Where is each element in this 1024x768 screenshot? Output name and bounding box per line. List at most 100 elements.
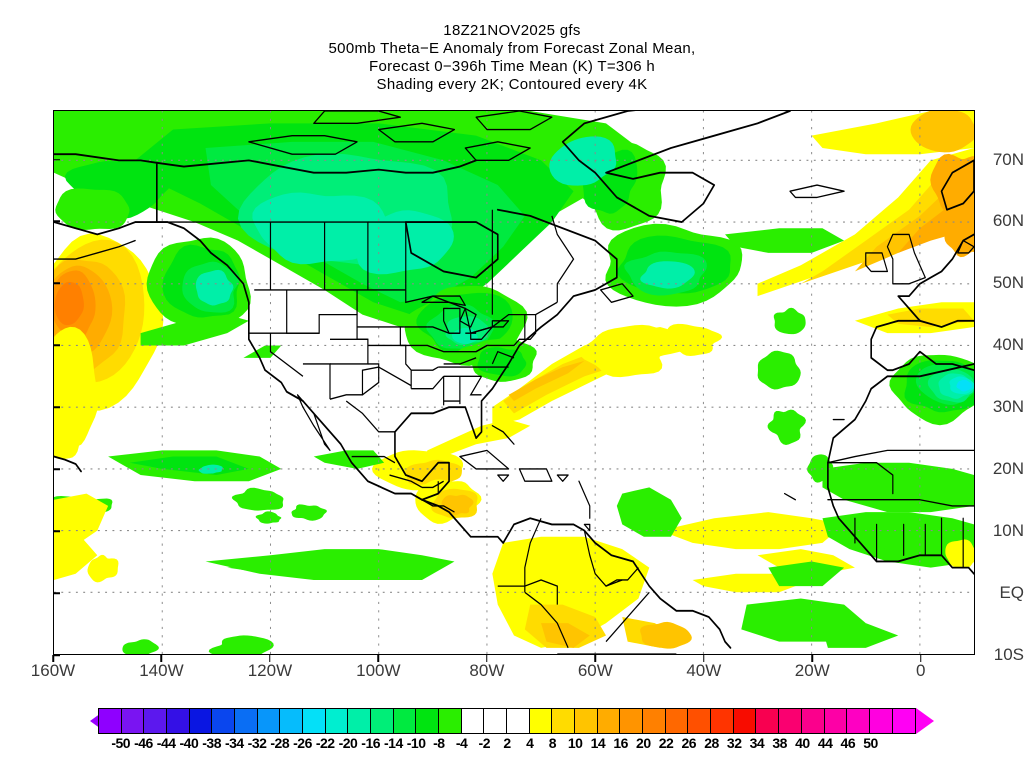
latitude-tick-mark [53,654,60,656]
title-line-shading: Shading every 2K; Contoured every 4K [376,76,648,93]
longitude-tick-mark [920,655,922,662]
longitude-tick-mark [160,655,163,662]
colorbar-tick-label: -2 [478,735,491,751]
colorbar-swatch [99,709,122,733]
colorbar-swatch [257,709,281,733]
colorbar-swatch [212,709,236,733]
colorbar-swatch [189,709,213,733]
longitude-tick-label: 40W [686,661,722,680]
colorbar-tick-labels: -50 -46 -44 -40 -38 -34 -32 -2 8 -26 -22 -20 -16 -14 -… [90,735,940,755]
colorbar-tick-label: 46 [840,735,856,751]
longitude-tick-mark [594,655,597,662]
longitude-tick-label: 120W [247,661,293,680]
colorbar-swatch [484,709,508,733]
colorbar-tick-label: 16 [613,735,628,751]
colorbar-tick-label: 50 [863,735,878,751]
colorbar: -50 -46 -44 -40 -38 -34 -32 -2 8 -26 -22 -20 -16 -14 -… [90,708,940,751]
colorbar-tick-label: 8 [548,735,557,751]
map-plot-area [53,110,975,655]
latitude-tick-mark [53,220,60,223]
colorbar-tick-label: -44 [156,735,176,751]
title-line-model-run: 18Z21NOV2025 gfs [443,22,581,39]
colorbar-tick-label: -46 [134,735,153,751]
colorbar-swatch [575,709,598,733]
latitude-tick-label: 70N [992,149,1024,169]
colorbar-cells [98,708,916,734]
longitude-tick-label: 0 [916,661,926,680]
colorbar-right-arrow-icon [916,708,934,734]
colorbar-swatch [393,709,417,733]
colorbar-swatch [779,709,802,733]
latitude-tick-label: 50N [992,273,1024,293]
colorbar-tick-label: -50 [111,735,131,751]
title-line-forecast: Forecast 0−396h Time Mean (K) T=306 h [369,58,655,75]
colorbar-swatch [847,709,870,733]
colorbar-tick-label: -8 [433,735,445,751]
colorbar-tick-label: -40 [179,735,199,751]
colorbar-tick-label: -14 [384,735,403,751]
latitude-tick-mark [53,344,60,347]
colorbar-tick-label: 4 [526,735,534,751]
longitude-tick-label: 80W [469,661,505,680]
colorbar-swatch [643,709,666,733]
colorbar-swatch [461,709,485,733]
colorbar-swatch [507,709,530,733]
longitude-tick-mark [703,655,705,662]
longitude-tick-label: 100W [356,661,401,680]
colorbar-swatch [529,709,553,733]
colorbar-swatch [552,709,576,733]
anomaly-field [54,111,974,654]
colorbar-tick-label: 26 [681,735,697,751]
latitude-tick-mark [53,530,60,532]
longitude-tick-mark [377,655,380,662]
colorbar-tick-label: -20 [338,735,358,751]
colorbar-tick-label: 14 [590,735,606,751]
latitude-tick-mark [53,592,60,594]
colorbar-swatch [620,709,644,733]
longitude-axis [53,657,975,683]
latitude-tick-label: 30N [992,397,1024,417]
colorbar-swatch [733,709,757,733]
colorbar-swatch [665,709,689,733]
latitude-tick-label: 10N [992,521,1024,541]
colorbar-tick-label: -22 [315,735,335,751]
colorbar-tick-label: -32 [247,735,267,751]
colorbar-swatch [892,709,916,733]
colorbar-swatch [801,709,825,733]
colorbar-swatch [121,709,145,733]
colorbar-swatch [325,709,349,733]
colorbar-tick-label: 40 [795,735,810,751]
latitude-tick-label: EQ [999,583,1024,603]
colorbar-tick-label: 32 [726,735,742,751]
colorbar-tick-label: -34 [224,735,244,751]
colorbar-swatch [439,709,462,733]
longitude-tick-label: 20W [794,661,830,680]
colorbar-tick-label: 22 [658,735,674,751]
colorbar-tick-label: 28 [704,735,719,751]
colorbar-swatch [371,709,394,733]
colorbar-tick-label: -16 [361,735,381,751]
latitude-tick-label: 40N [992,335,1024,355]
latitude-tick-label: 20N [992,459,1024,479]
colorbar-tick-label: -26 [293,735,312,751]
colorbar-swatch [824,709,848,733]
longitude-tick-mark [52,655,54,662]
latitude-tick-mark [53,158,60,161]
colorbar-tick-label: 34 [749,735,765,751]
colorbar-tick-label: 38 [772,735,787,751]
colorbar-swatch [688,709,712,733]
figure-title-block: 18Z21NOV2025 gfs 500mb Theta−E Anomaly f… [0,22,1024,94]
colorbar-swatch [348,709,372,733]
latitude-axis [0,110,50,655]
colorbar-swatch [303,709,326,733]
colorbar-swatch [597,709,621,733]
colorbar-swatch [144,709,168,733]
longitude-tick-mark [486,655,488,662]
colorbar-tick-label: -38 [202,735,221,751]
title-line-variable: 500mb Theta−E Anomaly from Forecast Zona… [328,40,696,57]
longitude-tick-label: 160W [30,661,76,680]
colorbar-tick-label: 44 [817,735,833,751]
latitude-tick-label: 60N [992,211,1024,231]
colorbar-swatch [711,709,734,733]
